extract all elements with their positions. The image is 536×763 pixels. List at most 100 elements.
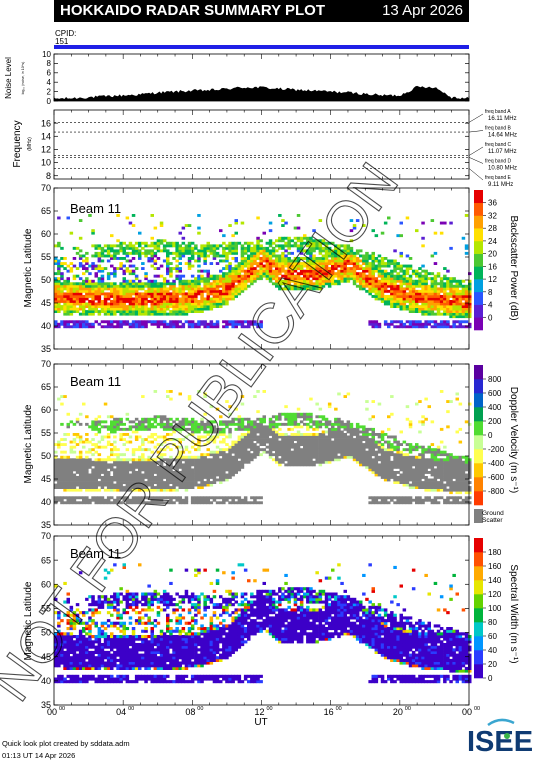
data-cell (362, 267, 366, 270)
data-cell (97, 445, 102, 449)
data-cell (359, 453, 363, 457)
data-cell (212, 289, 217, 293)
data-cell (194, 465, 198, 469)
data-cell (119, 433, 123, 436)
data-cell (234, 279, 238, 283)
data-cell (106, 307, 111, 311)
data-cell (175, 455, 179, 459)
data-cell (222, 302, 226, 306)
data-cell (172, 305, 176, 308)
data-cell (156, 488, 161, 492)
data-cell (396, 287, 400, 291)
data-cell (312, 438, 316, 441)
data-cell (259, 259, 263, 263)
data-cell (175, 300, 179, 303)
y-tick-label: 45 (41, 298, 51, 308)
data-cell (63, 310, 67, 313)
data-cell (343, 440, 347, 444)
colorbar-tick-label: 28 (488, 224, 497, 233)
data-cell (464, 295, 469, 298)
data-cell (153, 300, 158, 303)
data-cell (303, 284, 307, 288)
data-cell (250, 262, 254, 265)
data-cell (175, 244, 179, 248)
data-cell (278, 427, 282, 431)
data-cell (331, 254, 335, 258)
data-cell (452, 292, 456, 296)
data-cell (446, 287, 450, 291)
data-cell (138, 295, 142, 298)
data-cell (138, 249, 142, 253)
data-cell (94, 287, 98, 291)
data-cell (234, 407, 238, 411)
data-cell (309, 448, 313, 452)
data-cell (349, 269, 354, 273)
data-cell (287, 259, 291, 263)
data-cell (187, 458, 192, 462)
data-cell (175, 425, 179, 429)
data-cell (365, 259, 369, 263)
data-cell (362, 425, 366, 429)
data-cell (393, 320, 397, 324)
data-cell (88, 325, 92, 329)
data-cell (200, 460, 204, 464)
data-cell (103, 302, 108, 306)
data-cell (309, 435, 313, 439)
data-cell (278, 264, 282, 268)
data-cell (72, 498, 77, 502)
data-cell (365, 458, 369, 462)
data-cell (228, 473, 232, 477)
data-cell (138, 478, 142, 482)
data-cell (256, 501, 260, 505)
data-cell (175, 481, 179, 484)
data-cell (253, 279, 257, 283)
data-cell (206, 274, 210, 278)
data-cell (166, 481, 170, 484)
data-cell (399, 287, 403, 291)
data-cell (231, 277, 235, 281)
data-cell (209, 320, 214, 324)
data-cell (138, 460, 142, 464)
plot-title: HOKKAIDO RADAR SUMMARY PLOT (60, 2, 325, 19)
data-cell (166, 486, 170, 489)
data-cell (256, 425, 260, 429)
data-cell (82, 310, 86, 313)
data-cell (200, 310, 204, 313)
data-cell (106, 435, 111, 439)
data-cell (231, 320, 235, 324)
data-cell (306, 443, 310, 446)
data-cell (141, 481, 145, 484)
data-cell (430, 279, 435, 283)
data-cell (346, 277, 351, 281)
data-cell (125, 501, 130, 505)
data-cell (156, 244, 161, 248)
data-cell (387, 295, 391, 298)
data-cell (318, 438, 323, 441)
data-cell (290, 244, 294, 248)
data-cell (200, 292, 204, 296)
data-cell (287, 264, 291, 268)
data-cell (222, 249, 226, 253)
data-cell (194, 478, 198, 482)
data-cell (60, 501, 64, 505)
data-cell (243, 455, 248, 459)
data-cell (197, 430, 201, 434)
data-cell (54, 496, 58, 500)
data-cell (312, 445, 316, 449)
data-cell (72, 481, 77, 484)
data-cell (206, 249, 210, 253)
data-cell (94, 450, 98, 454)
data-cell (287, 236, 291, 240)
data-cell (116, 501, 120, 505)
data-cell (383, 287, 388, 291)
data-cell (194, 476, 198, 479)
data-cell (134, 295, 139, 298)
data-cell (103, 300, 108, 303)
data-cell (281, 274, 285, 278)
data-cell (159, 455, 164, 459)
data-cell (284, 435, 288, 439)
data-cell (197, 483, 201, 487)
data-cell (103, 325, 108, 329)
data-cell (178, 501, 182, 505)
